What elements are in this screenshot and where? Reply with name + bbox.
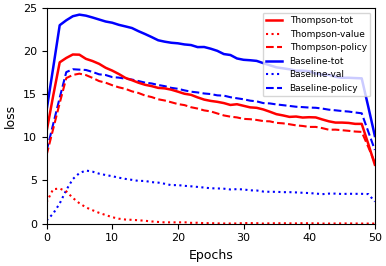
Thompson-value (156, 220, 161, 223)
Thompson-tot (71, 53, 75, 56)
Baseline-tot (123, 25, 128, 28)
Baseline-val (366, 193, 371, 196)
Baseline-val (149, 181, 154, 184)
Thompson-value (44, 201, 49, 204)
Thompson-value (294, 222, 298, 225)
Line: Thompson-tot: Thompson-tot (47, 55, 375, 165)
Thompson-policy (372, 161, 377, 164)
Thompson-policy (44, 153, 49, 157)
Baseline-tot (156, 39, 161, 42)
Baseline-policy (149, 82, 154, 85)
Thompson-policy (156, 98, 161, 101)
Thompson-value (261, 222, 266, 225)
Baseline-policy (156, 83, 161, 86)
Thompson-value (149, 220, 154, 223)
Baseline-tot (372, 134, 377, 138)
Baseline-policy (366, 130, 371, 133)
Baseline-policy (123, 77, 128, 80)
Baseline-val (123, 177, 128, 180)
Baseline-tot (149, 35, 154, 39)
Thompson-tot (372, 163, 377, 166)
Thompson-value (123, 218, 128, 221)
Line: Baseline-policy: Baseline-policy (47, 69, 375, 151)
Thompson-policy (123, 87, 128, 90)
Line: Baseline-tot: Baseline-tot (47, 15, 375, 136)
Thompson-value (366, 222, 371, 225)
Baseline-policy (372, 148, 377, 152)
Thompson-policy (267, 120, 272, 123)
Thompson-value (372, 222, 377, 225)
Baseline-val (287, 190, 292, 194)
Thompson-tot (287, 115, 292, 118)
Thompson-policy (77, 72, 82, 75)
Baseline-tot (267, 64, 272, 67)
Baseline-policy (44, 149, 49, 153)
Baseline-tot (77, 13, 82, 16)
Line: Thompson-policy: Thompson-policy (47, 74, 375, 163)
Baseline-val (372, 200, 377, 203)
Baseline-tot (44, 109, 49, 112)
Line: Baseline-val: Baseline-val (47, 171, 375, 221)
Legend: Thompson-tot, Thompson-value, Thompson-policy, Baseline-tot, Baseline-val, Basel: Thompson-tot, Thompson-value, Thompson-p… (262, 13, 370, 97)
Thompson-tot (267, 110, 272, 113)
Thompson-tot (44, 130, 49, 133)
Thompson-value (274, 222, 279, 225)
Baseline-val (84, 169, 88, 172)
Baseline-policy (287, 104, 292, 107)
Thompson-policy (149, 95, 154, 99)
Thompson-tot (149, 85, 154, 88)
Baseline-policy (267, 102, 272, 105)
Thompson-value (58, 187, 62, 190)
Baseline-tot (366, 105, 371, 108)
Baseline-policy (71, 68, 75, 71)
Thompson-policy (287, 123, 292, 126)
Thompson-tot (366, 142, 371, 146)
Thompson-tot (123, 76, 128, 80)
Baseline-val (267, 190, 272, 193)
Line: Thompson-value: Thompson-value (47, 189, 375, 223)
Baseline-val (156, 181, 161, 184)
Baseline-tot (287, 68, 292, 71)
Thompson-policy (366, 146, 371, 149)
Y-axis label: loss: loss (4, 104, 17, 128)
Thompson-tot (156, 86, 161, 89)
Baseline-val (44, 219, 49, 222)
X-axis label: Epochs: Epochs (188, 249, 233, 262)
